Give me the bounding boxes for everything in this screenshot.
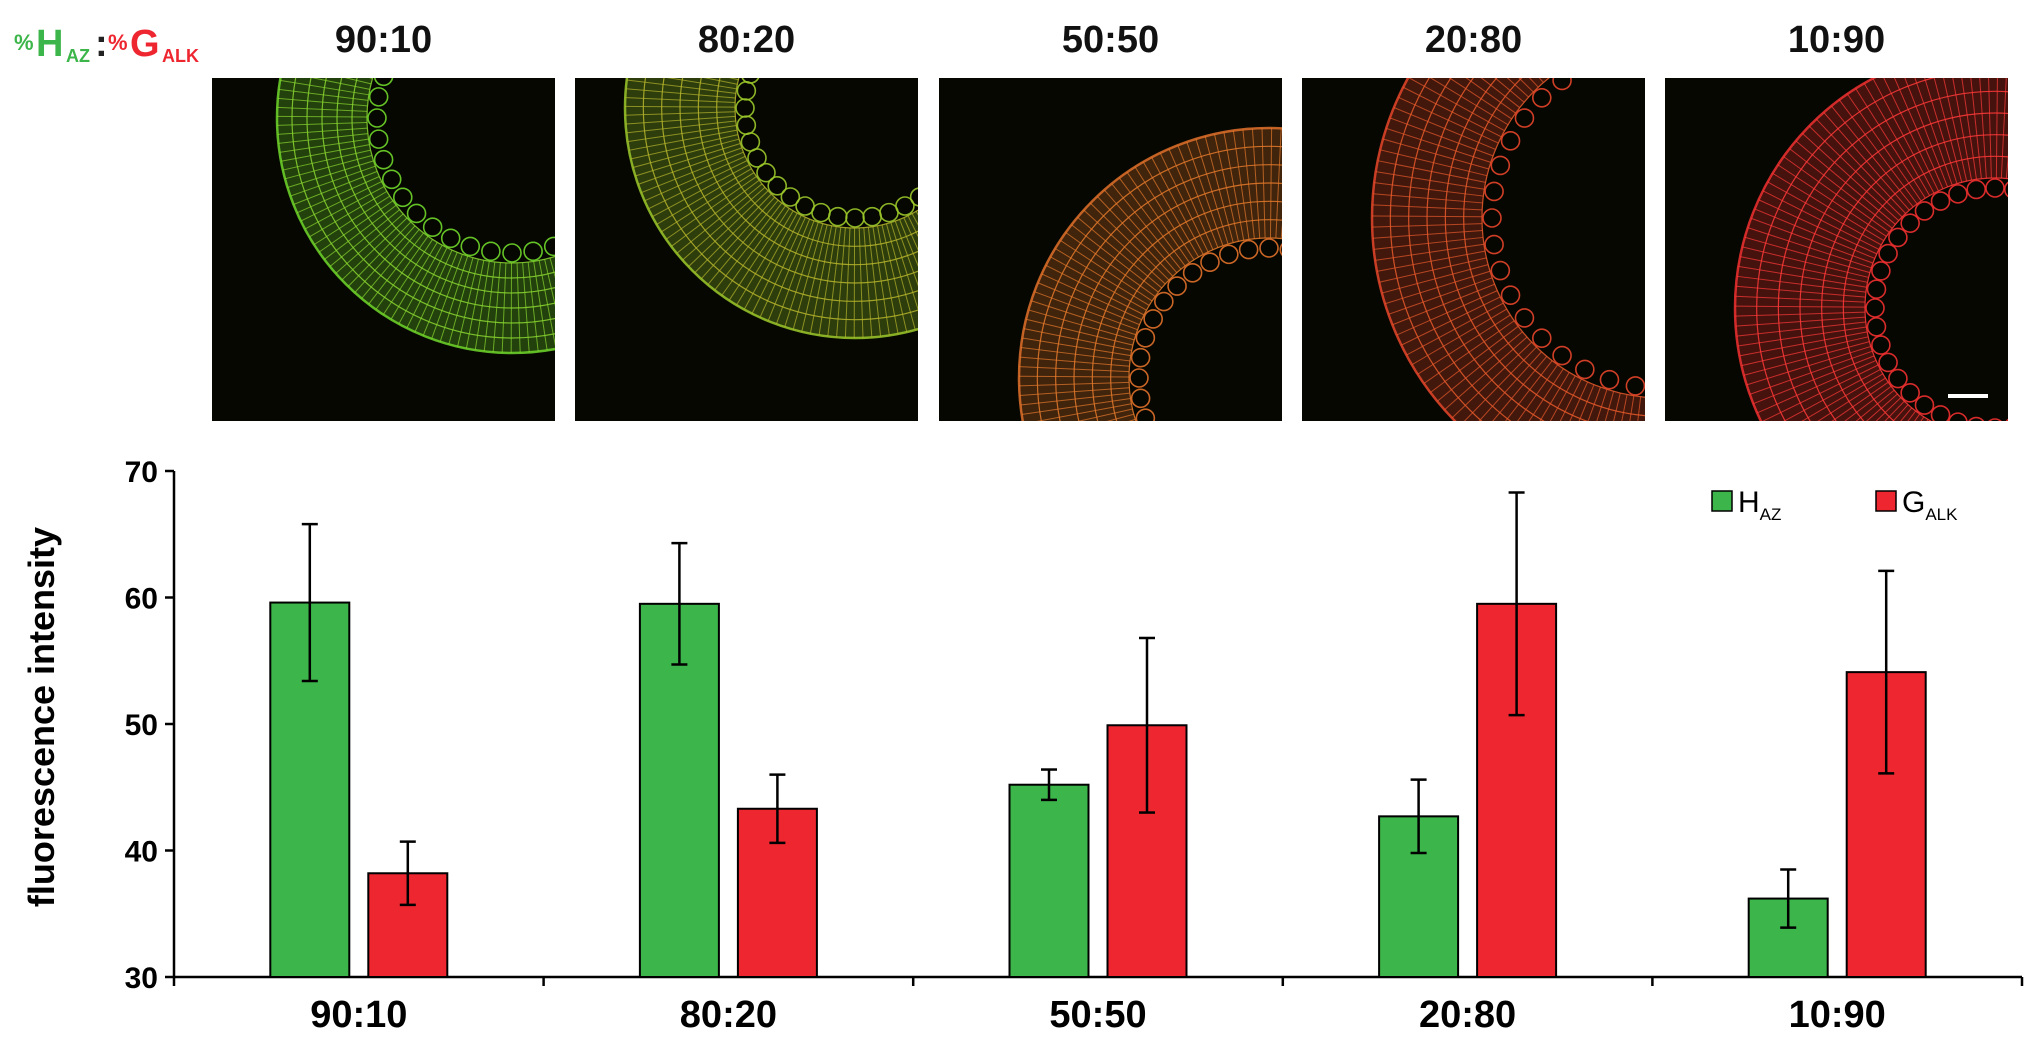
y-axis: 30 40 50 60 70	[125, 456, 176, 995]
x-tick-label: 90:10	[310, 994, 407, 1036]
error-bar	[1878, 569, 1895, 775]
legend-item: HAZ	[1711, 486, 1781, 524]
error-bar	[769, 773, 786, 845]
panel-label: 20:80	[1425, 19, 1522, 61]
error-bar	[1139, 636, 1155, 814]
x-axis: 90:10 80:20 50:50 20:80 10:90	[172, 975, 2024, 1036]
tissue-ring	[1370, 78, 1645, 421]
error-bar	[399, 840, 416, 907]
error-bars	[301, 491, 1895, 929]
legend-item: GALK	[1875, 486, 1958, 524]
ratio-key-colon: :	[95, 23, 108, 65]
micrograph-image	[1302, 78, 1645, 421]
ratio-key-g-pct: %	[108, 30, 128, 55]
error-bar	[1041, 768, 1057, 802]
ratio-key-h-pct: %	[14, 30, 34, 55]
micrograph-panel: 90:10	[212, 19, 555, 421]
x-tick-label: 50:50	[1049, 994, 1146, 1036]
micrograph-panel: 10:90	[1665, 19, 2008, 421]
legend-label: HAZ	[1738, 486, 1781, 524]
panel-label: 80:20	[698, 19, 795, 61]
error-bar	[1780, 868, 1797, 929]
panel-label: 50:50	[1062, 19, 1159, 61]
y-tick-label: 40	[125, 836, 158, 869]
ratio-key-h: H	[36, 23, 63, 65]
micrograph-row: 90:10 80:20 50:50 20:80 10:90	[212, 19, 2008, 421]
bar	[1008, 783, 1090, 978]
tissue-ring	[1733, 78, 2008, 421]
tissue-ring	[623, 78, 918, 340]
y-axis-label: fluorescence intensity	[21, 527, 62, 907]
micrograph-panel: 80:20	[575, 19, 918, 421]
micrograph-panel: 50:50	[939, 19, 1282, 421]
ratio-key-g: G	[130, 23, 160, 65]
x-tick-label: 10:90	[1789, 994, 1886, 1036]
micrograph-panel: 20:80	[1302, 19, 1645, 421]
panel-label: 10:90	[1788, 19, 1885, 61]
legend-swatch	[1711, 490, 1733, 512]
x-tick-label: 20:80	[1419, 994, 1516, 1036]
tissue-ring	[1017, 126, 1282, 421]
bar	[638, 602, 720, 978]
x-tick-label: 80:20	[680, 994, 777, 1036]
error-bar	[1508, 491, 1525, 717]
error-bar	[301, 522, 318, 683]
tissue-ring	[275, 78, 555, 355]
panel-label: 90:10	[335, 19, 432, 61]
ratio-key-h-sub: AZ	[66, 46, 90, 66]
y-tick-label: 30	[125, 962, 158, 995]
legend: HAZ GALK	[1711, 486, 1958, 524]
error-bar	[671, 541, 688, 666]
y-tick-label: 70	[125, 456, 158, 489]
ratio-key: % H AZ : % G ALK	[14, 23, 199, 66]
y-tick-label: 60	[125, 583, 158, 616]
error-bar	[1410, 778, 1427, 855]
bars	[269, 601, 1927, 979]
bar-chart: 30 40 50 60 70 90:10 80:20 50:50 20:80 10:90 flu…	[21, 456, 2024, 1036]
y-tick-label: 50	[125, 709, 158, 742]
legend-label: GALK	[1902, 486, 1958, 524]
ratio-key-g-sub: ALK	[162, 46, 199, 66]
legend-swatch	[1875, 490, 1897, 512]
